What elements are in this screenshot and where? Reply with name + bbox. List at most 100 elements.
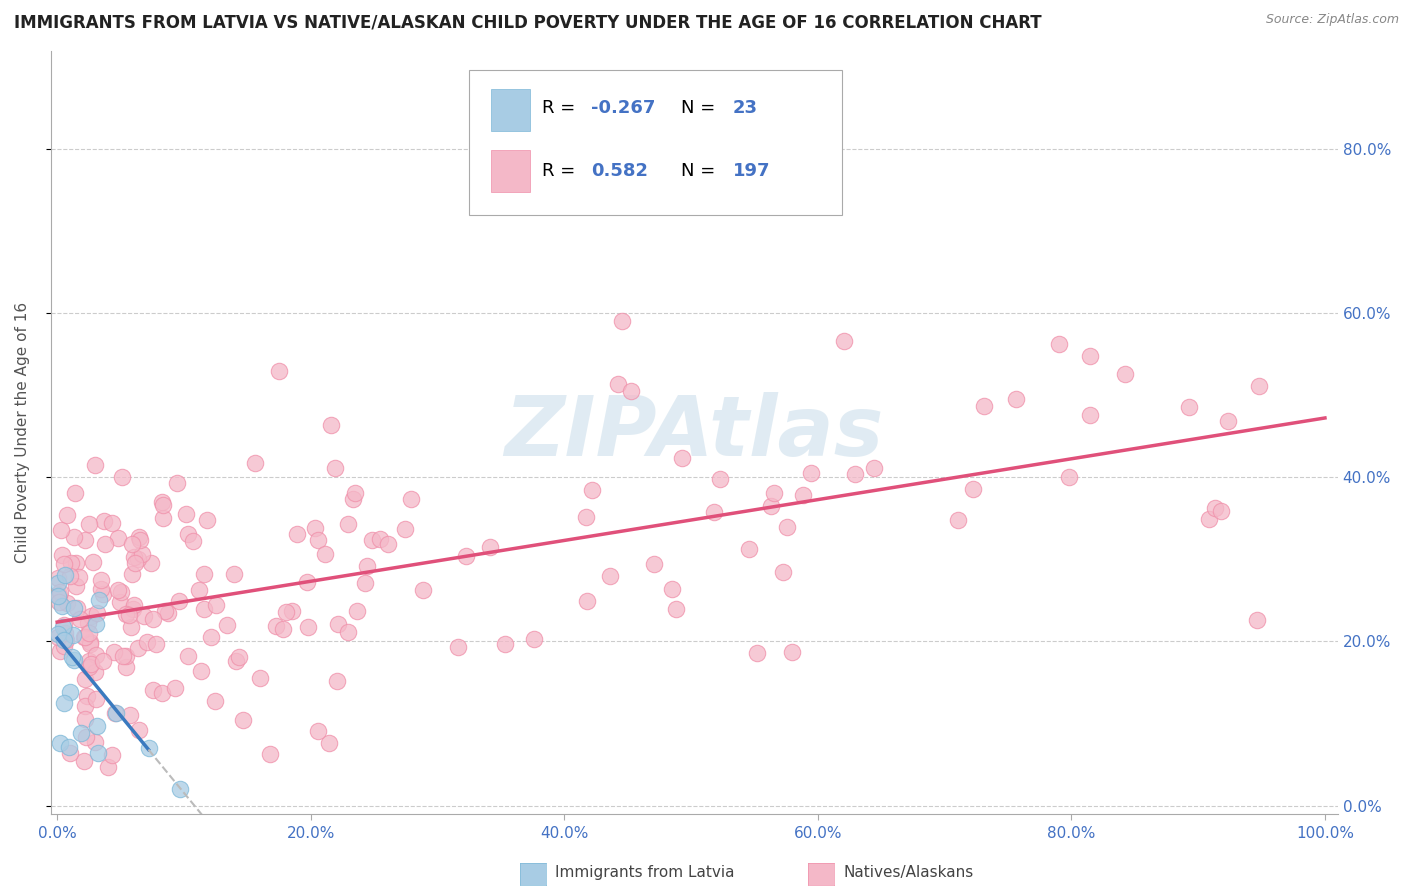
Point <box>53 696 76 710</box>
Point <box>115 607 138 621</box>
Point <box>297 574 319 589</box>
Point <box>104 706 127 721</box>
Point <box>287 527 309 541</box>
Point <box>962 482 984 496</box>
Point <box>153 604 176 618</box>
Point <box>87 592 110 607</box>
Point <box>307 533 329 547</box>
Point <box>346 604 368 618</box>
FancyBboxPatch shape <box>491 89 530 131</box>
Point <box>91 654 114 668</box>
Point <box>661 582 683 596</box>
Point <box>93 514 115 528</box>
Point <box>80 608 103 623</box>
Point <box>195 513 218 527</box>
Point <box>342 491 364 506</box>
Point <box>177 648 200 663</box>
Point <box>84 616 107 631</box>
Point <box>122 550 145 565</box>
Point <box>55 508 77 523</box>
Point <box>1216 413 1239 427</box>
Point <box>336 516 359 531</box>
Point <box>111 470 134 484</box>
Point <box>412 582 434 597</box>
Point <box>107 583 129 598</box>
Point <box>321 418 343 433</box>
Point <box>48 630 70 644</box>
Point <box>77 625 100 640</box>
Point <box>1209 504 1232 518</box>
Point <box>204 694 226 708</box>
Point <box>354 576 377 591</box>
Point <box>1078 409 1101 423</box>
Point <box>129 533 152 547</box>
Point <box>79 635 101 649</box>
Text: 197: 197 <box>733 162 770 180</box>
Point <box>58 740 80 755</box>
FancyBboxPatch shape <box>470 70 842 215</box>
Point <box>127 641 149 656</box>
Point <box>174 507 197 521</box>
Point <box>59 746 82 760</box>
Text: R =: R = <box>543 99 582 117</box>
Text: Source: ZipAtlas.com: Source: ZipAtlas.com <box>1265 13 1399 27</box>
Point <box>76 689 98 703</box>
Point <box>48 588 70 602</box>
Point <box>128 530 150 544</box>
Point <box>80 657 103 671</box>
Text: ZIPAtlas: ZIPAtlas <box>505 392 884 473</box>
Point <box>167 594 190 608</box>
Point <box>314 547 336 561</box>
Point <box>772 565 794 579</box>
Point <box>135 635 157 649</box>
Point <box>169 782 191 797</box>
Point <box>356 558 378 573</box>
Point <box>83 735 105 749</box>
Point <box>145 637 167 651</box>
Text: R =: R = <box>543 162 582 180</box>
Point <box>973 400 995 414</box>
Point <box>62 653 84 667</box>
Point <box>152 495 174 509</box>
Point <box>523 632 546 646</box>
Point <box>131 547 153 561</box>
Point <box>59 556 82 570</box>
Point <box>361 533 384 547</box>
Point <box>266 619 288 633</box>
Point <box>326 674 349 689</box>
Point <box>51 599 73 614</box>
Point <box>267 364 290 378</box>
Point <box>134 609 156 624</box>
Point <box>65 486 87 500</box>
Point <box>166 475 188 490</box>
Point <box>86 719 108 733</box>
Point <box>73 754 96 768</box>
Point <box>665 602 688 616</box>
Point <box>193 567 215 582</box>
Point <box>368 532 391 546</box>
Point <box>87 746 110 760</box>
Point <box>575 510 598 524</box>
Point <box>104 706 127 720</box>
Point <box>56 596 79 610</box>
Point <box>607 377 630 392</box>
Point <box>946 513 969 527</box>
Point <box>259 747 281 761</box>
Point <box>112 648 135 663</box>
Point <box>142 612 165 626</box>
Point <box>53 618 76 632</box>
Point <box>79 517 101 532</box>
Point <box>181 534 204 549</box>
Point <box>79 637 101 651</box>
Point <box>318 735 340 749</box>
Point <box>84 648 107 662</box>
Text: N =: N = <box>682 99 721 117</box>
Point <box>49 644 72 658</box>
Point <box>844 467 866 481</box>
Point <box>323 461 346 475</box>
Point <box>118 608 141 623</box>
Point <box>65 556 87 570</box>
Point <box>776 520 799 534</box>
Text: -0.267: -0.267 <box>592 99 655 117</box>
Point <box>142 683 165 698</box>
